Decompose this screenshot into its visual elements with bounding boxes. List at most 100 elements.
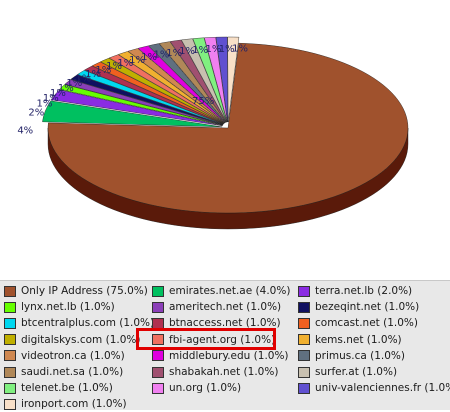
slice-pct-label-5: 1%: [50, 88, 66, 99]
slice-pct-label-16: 1%: [166, 48, 182, 59]
pie-slice-4: [64, 79, 223, 126]
legend-swatch: [4, 366, 16, 378]
legend-label: shabakah.net (1.0%): [169, 366, 279, 378]
legend-item: primus.ca (1.0%): [298, 348, 405, 364]
slice-pct-label-6: 1%: [58, 83, 74, 94]
slice-pct-label-9: 1%: [85, 69, 101, 80]
slice-pct-label-13: 1%: [129, 55, 145, 66]
legend-swatch: [4, 350, 16, 362]
legend-item: univ-valenciennes.fr (1.0%): [298, 380, 450, 396]
pie-slice-12: [127, 48, 226, 124]
legend-item: shabakah.net (1.0%): [152, 364, 278, 380]
legend-swatch: [152, 366, 164, 378]
legend-swatch: [298, 334, 310, 346]
legend: Only IP Address (75.0%) emirates.net.ae (…: [0, 280, 450, 410]
legend-swatch: [4, 301, 16, 313]
legend-swatch: [152, 382, 164, 394]
legend-swatch: [298, 317, 310, 329]
pie-slice-1: [42, 100, 223, 128]
slice-pct-label-1: 4%: [17, 125, 33, 136]
legend-swatch: [152, 334, 164, 346]
pie-chart-svg: 75%4%2%1%1%1%1%1%1%1%1%1%1%1%1%1%1%1%1%1…: [17, 36, 409, 230]
pie-slice-0: [47, 42, 409, 214]
legend-label: surfer.at (1.0%): [315, 366, 398, 378]
legend-swatch: [4, 398, 16, 410]
slice-pct-label-4: 1%: [43, 93, 59, 104]
pie-slice-9: [99, 57, 225, 124]
legend-swatch: [298, 285, 310, 297]
pie-slice-11: [117, 51, 225, 124]
legend-label: terra.net.lb (2.0%): [315, 285, 413, 297]
slice-pct-label-10: 1%: [95, 65, 111, 76]
legend-item: fbi-agent.org (1.0%): [152, 332, 275, 348]
legend-item: comcast.net (1.0%): [298, 315, 418, 331]
legend-swatch: [4, 382, 16, 394]
legend-label: digitalskys.com (1.0%): [21, 333, 141, 346]
legend-swatch: [152, 350, 164, 362]
slice-pct-label-18: 1%: [192, 45, 208, 56]
pie-slice-2: [50, 89, 223, 127]
legend-label: bezeqint.net (1.0%): [315, 301, 420, 314]
legend-label: comcast.net (1.0%): [315, 317, 418, 330]
slice-pct-label-2: 2%: [28, 107, 44, 118]
legend-item: digitalskys.com (1.0%): [4, 332, 140, 348]
legend-label: univ-valenciennes.fr (1.0%): [315, 382, 450, 395]
legend-label: telenet.be (1.0%): [21, 382, 113, 395]
legend-swatch: [298, 382, 310, 394]
legend-item: telenet.be (1.0%): [4, 380, 113, 396]
legend-item: kems.net (1.0%): [298, 332, 402, 348]
slice-pct-label-19: 1%: [205, 44, 221, 55]
legend-label: primus.ca (1.0%): [315, 349, 406, 362]
slice-pct-label-12: 1%: [117, 58, 133, 69]
legend-swatch: [152, 301, 164, 313]
legend-item: middlebury.edu (1.0%): [152, 348, 289, 364]
slice-pct-label-8: 1%: [75, 73, 91, 84]
legend-label: kems.net (1.0%): [315, 333, 402, 346]
pie-slice-15: [158, 41, 227, 123]
legend-label: un.org (1.0%): [169, 382, 242, 395]
slice-pct-label-0: 75%: [192, 96, 214, 107]
legend-swatch: [4, 285, 16, 297]
legend-label: videotron.ca (1.0%): [21, 349, 125, 362]
legend-label: ironport.com (1.0%): [21, 398, 127, 411]
pie-slice-16: [169, 39, 227, 123]
pie-slice-14: [148, 43, 226, 123]
pie-slice-18: [192, 37, 228, 123]
legend-item: saudi.net.sa (1.0%): [4, 364, 123, 380]
pie-chart: 75% 4% 2% 1% 1% 1% 1% 1% 1% 1% 1% 1% 1% 1% 1% 1% 1% 1% 1% 1…: [17, 36, 409, 230]
pie-slice-17: [181, 38, 227, 123]
slice-pct-label-20: 1%: [219, 44, 235, 55]
legend-label: fbi-agent.org (1.0%): [169, 333, 276, 346]
legend-item: bezeqint.net (1.0%): [298, 299, 419, 315]
legend-swatch: [298, 366, 310, 378]
legend-label: middlebury.edu (1.0%): [169, 349, 289, 362]
slice-pct-label-3: 1%: [37, 99, 53, 110]
pie-slice-5: [70, 74, 224, 125]
legend-swatch: [4, 334, 16, 346]
pie-slice-21: [227, 36, 240, 123]
legend-item: ironport.com (1.0%): [4, 396, 127, 412]
legend-swatch: [298, 350, 310, 362]
pie-slice-10: [108, 54, 225, 124]
slice-pct-label-17: 1%: [179, 46, 195, 57]
legend-item: ameritech.net (1.0%): [152, 299, 281, 315]
legend-label: saudi.net.sa (1.0%): [21, 366, 124, 378]
pie-slice-19: [204, 37, 228, 123]
legend-label: btcentralplus.com (1.0%): [21, 317, 155, 330]
pie-slice-13: [137, 45, 226, 123]
slice-pct-label-15: 1%: [154, 50, 170, 61]
legend-item: btcentralplus.com (1.0%): [4, 315, 154, 331]
legend-label: Only IP Address (75.0%): [21, 285, 148, 297]
slice-pct-label-7: 1%: [66, 78, 82, 89]
legend-label: lynx.net.lb (1.0%): [21, 301, 115, 314]
legend-swatch: [4, 317, 16, 329]
legend-swatch: [152, 285, 164, 297]
legend-item: surfer.at (1.0%): [298, 364, 397, 380]
legend-swatch: [298, 301, 310, 313]
legend-item: terra.net.lb (2.0%): [298, 283, 412, 299]
legend-label: ameritech.net (1.0%): [169, 301, 282, 314]
legend-label: emirates.net.ae (4.0%): [169, 285, 291, 297]
legend-item: un.org (1.0%): [152, 380, 241, 396]
pie-slice-7: [84, 65, 224, 125]
slice-pct-label-14: 1%: [141, 52, 157, 63]
